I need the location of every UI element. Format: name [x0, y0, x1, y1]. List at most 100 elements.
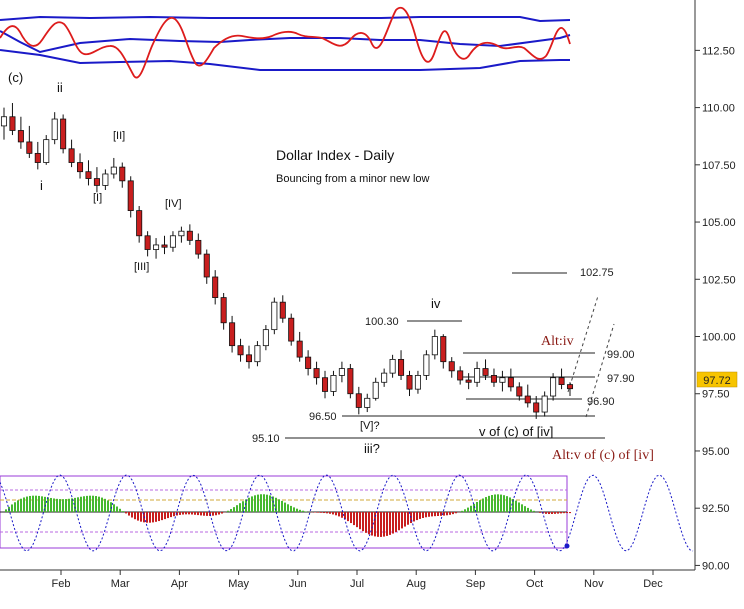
histogram-bar [152, 512, 154, 523]
wave-label-iv: iv [431, 296, 441, 311]
candle-body [43, 139, 50, 163]
histogram-bar [161, 512, 163, 521]
histogram-bar [26, 496, 28, 512]
histogram-bar [14, 502, 16, 512]
histogram-bar [56, 498, 58, 512]
histogram-bar [338, 512, 340, 517]
histogram-bar [239, 503, 241, 512]
histogram-bar [248, 497, 250, 512]
histogram-bar [446, 512, 448, 516]
histogram-bar [125, 512, 127, 514]
wave-label-ii: ii [57, 80, 63, 95]
histogram-bar [332, 512, 334, 515]
histogram-bar [230, 509, 232, 512]
candle-body [448, 361, 455, 372]
lower-panel-last-point [564, 543, 570, 549]
candle-body [457, 370, 464, 381]
wave-label-V: [V]? [360, 420, 380, 432]
candle-body [313, 368, 320, 379]
histogram-bar [53, 498, 55, 512]
histogram-bar [260, 494, 262, 512]
histogram-bar [539, 512, 541, 513]
candle-body [212, 276, 219, 298]
histogram-bar [164, 512, 166, 520]
histogram-bar [317, 512, 319, 513]
x-tick-label: Dec [643, 578, 663, 590]
histogram-bar [74, 497, 76, 512]
candle-body [127, 180, 134, 212]
histogram-bar [182, 512, 184, 515]
histogram-bar [506, 496, 508, 512]
histogram-bar [566, 512, 568, 514]
histogram-bar [5, 509, 7, 512]
histogram-bar [251, 496, 253, 512]
candle-body [347, 368, 354, 395]
x-tick-label: May [228, 578, 249, 590]
histogram-bar [194, 512, 196, 515]
candle-body [93, 178, 100, 186]
histogram-bar [197, 512, 199, 516]
wave-label-iii: iii? [364, 441, 380, 456]
histogram-bar [245, 499, 247, 512]
candle-body [26, 141, 33, 154]
histogram-bar [116, 506, 118, 512]
x-tick-label: Nov [584, 578, 604, 590]
histogram-bar [560, 512, 562, 514]
histogram-bar [485, 497, 487, 512]
x-tick-label: Jul [350, 578, 364, 590]
histogram-bar [170, 512, 172, 518]
histogram-bar [527, 507, 529, 512]
candle-body [34, 152, 41, 163]
histogram-bar [179, 512, 181, 515]
candle-body [51, 118, 58, 141]
x-tick-label: Jun [289, 578, 307, 590]
time-axis-ticks: Feb Mar Apr May Jun Jul Aug Sep Oct Nov Dec [52, 570, 663, 590]
histogram-bar [518, 502, 520, 512]
candle-body [414, 375, 421, 390]
histogram-bar [47, 497, 49, 512]
oscillator-line [0, 7, 571, 79]
histogram-bar [242, 501, 244, 512]
histogram-bar [386, 512, 388, 536]
candle-body [516, 386, 523, 397]
candle-body [566, 384, 574, 390]
candle-body [389, 358, 396, 374]
candle-body [262, 329, 269, 347]
histogram-bar [545, 512, 547, 514]
histogram-bar [503, 495, 505, 512]
wave-label-v-of-c: v of (c) of [iv] [479, 424, 553, 439]
histogram-bar [341, 512, 343, 518]
candle-body [271, 301, 278, 331]
histogram-bar [128, 512, 130, 516]
x-tick-label: Mar [111, 578, 130, 590]
histogram-bar [443, 512, 445, 516]
candle-body [288, 317, 295, 342]
histogram-bar [368, 512, 370, 535]
histogram-bar [131, 512, 133, 518]
candle-body [195, 239, 202, 255]
histogram-bar [377, 512, 379, 537]
histogram-bar [296, 508, 298, 512]
histogram-bar [206, 512, 208, 516]
x-tick-label: Sep [466, 578, 486, 590]
candle-body [423, 354, 430, 376]
histogram-bar [323, 512, 325, 514]
histogram-bar [68, 498, 70, 512]
level-label-96-90: 96.90 [587, 396, 615, 408]
y-tick-label: 90.00 [702, 560, 730, 572]
candle-body [296, 340, 303, 358]
last-price-value: 97.72 [703, 375, 731, 387]
histogram-bar [431, 512, 433, 517]
upper-oscillator-panel [0, 7, 571, 79]
candle-body [144, 235, 151, 250]
candle-body [305, 356, 312, 369]
histogram-bar [299, 509, 301, 512]
histogram-bar [563, 512, 565, 514]
histogram-bar [371, 512, 373, 536]
candle-body [355, 393, 362, 408]
histogram-bar [353, 512, 355, 526]
histogram-bar [404, 512, 406, 527]
candle-body [220, 297, 227, 324]
histogram-bar [65, 499, 67, 512]
histogram-bar [551, 512, 553, 514]
